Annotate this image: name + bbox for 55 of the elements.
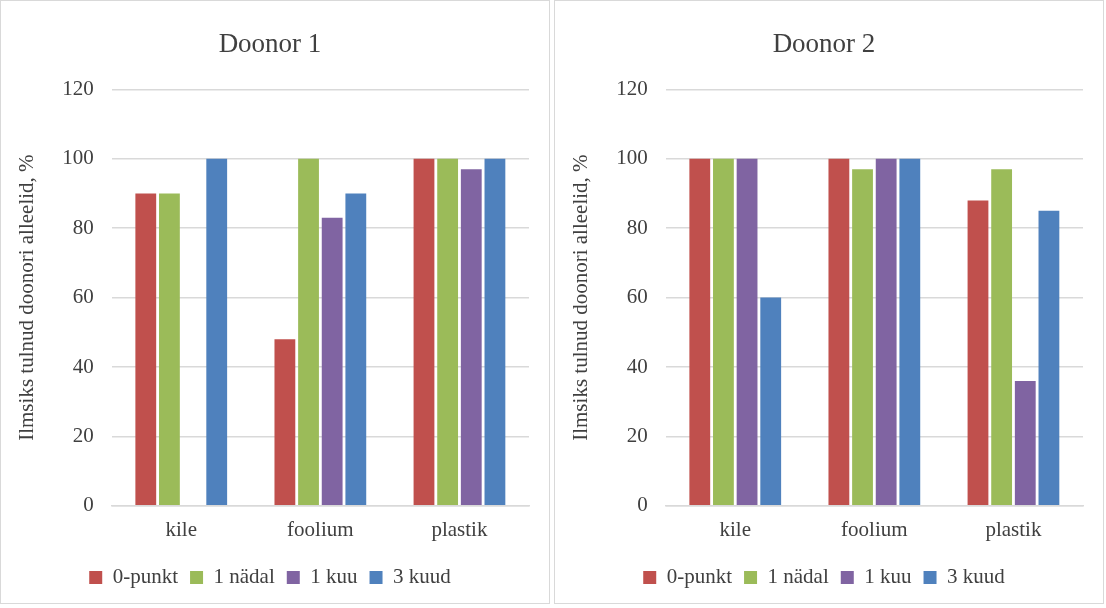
x-tick-label: kile bbox=[165, 516, 197, 541]
legend-label: 1 nädal bbox=[767, 564, 829, 589]
legend-label: 1 kuu bbox=[310, 564, 359, 589]
y-tick-label: 40 bbox=[72, 353, 94, 378]
bar bbox=[991, 169, 1013, 506]
legend-label: 1 nädal bbox=[213, 564, 275, 589]
y-tick-label: 60 bbox=[626, 284, 648, 309]
y-tick-label: 40 bbox=[626, 353, 648, 378]
y-tick-label: 0 bbox=[637, 492, 648, 517]
legend-label: 0-punkt bbox=[112, 564, 179, 589]
bar bbox=[899, 158, 921, 506]
y-tick-label: 20 bbox=[72, 422, 94, 447]
y-tick-label: 120 bbox=[616, 75, 648, 100]
y-tick-label: 100 bbox=[62, 145, 94, 170]
y-tick-label: 60 bbox=[72, 284, 94, 309]
bar bbox=[689, 158, 711, 506]
bar bbox=[298, 158, 319, 506]
legend-label: 3 kuud bbox=[947, 564, 1006, 589]
bar bbox=[460, 169, 482, 506]
x-tick-label: plastik bbox=[985, 516, 1042, 541]
bar bbox=[1014, 380, 1036, 506]
bar bbox=[345, 193, 367, 506]
bar bbox=[736, 158, 758, 506]
y-axis-title: Ilmsiks tulnud doonori alleelid, % bbox=[568, 154, 593, 441]
y-tick-label: 80 bbox=[626, 214, 648, 239]
y-tick-label: 80 bbox=[72, 214, 94, 239]
bar bbox=[875, 158, 897, 506]
bar bbox=[760, 297, 782, 506]
bar bbox=[135, 193, 157, 506]
bar bbox=[967, 200, 989, 506]
bar bbox=[713, 158, 734, 506]
legend-label: 1 kuu bbox=[864, 564, 913, 589]
bar bbox=[159, 193, 180, 506]
bar bbox=[828, 158, 850, 506]
x-tick-label: plastik bbox=[431, 516, 488, 541]
chart-title: Doonor 1 bbox=[218, 28, 322, 59]
bar bbox=[206, 158, 228, 506]
bar bbox=[1038, 210, 1060, 506]
bar bbox=[484, 158, 506, 506]
y-tick-label: 20 bbox=[626, 422, 648, 447]
x-tick-label: foolium bbox=[287, 516, 354, 541]
bar bbox=[321, 217, 343, 506]
legend-label: 3 kuud bbox=[393, 564, 452, 589]
y-tick-label: 100 bbox=[616, 145, 648, 170]
bar bbox=[413, 158, 435, 506]
bar bbox=[852, 169, 873, 506]
bar bbox=[437, 158, 459, 506]
x-tick-label: kile bbox=[719, 516, 751, 541]
legend-label: 0-punkt bbox=[666, 564, 733, 589]
x-tick-label: foolium bbox=[841, 516, 908, 541]
bar bbox=[274, 339, 296, 506]
y-axis-title: Ilmsiks tulnud doonori alleelid, % bbox=[14, 154, 39, 441]
y-tick-label: 120 bbox=[62, 75, 94, 100]
chart-title: Doonor 2 bbox=[772, 28, 876, 59]
y-tick-label: 0 bbox=[83, 492, 94, 517]
